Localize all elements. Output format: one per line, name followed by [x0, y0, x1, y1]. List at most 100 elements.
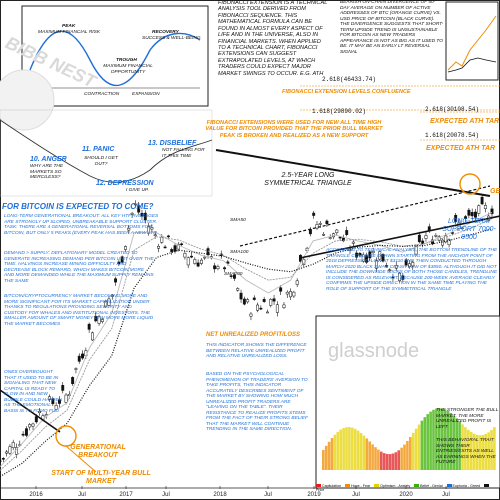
price-candles [0, 195, 494, 464]
stage-depression: 12. DEPRESSION [96, 180, 154, 187]
candle [295, 280, 299, 285]
candle [480, 196, 484, 205]
inset-peak: PEAK [62, 24, 76, 29]
nupl-bar [420, 420, 424, 470]
candle [186, 257, 190, 266]
inset-peak-sub: MAXIMUM FINANCIAL RISK [38, 30, 101, 35]
candle [272, 298, 276, 302]
x-tick-label: 2017 [119, 492, 133, 498]
triangle-upper-trendline [215, 149, 491, 197]
candle [104, 300, 108, 308]
candle [226, 261, 230, 264]
logo-badge [0, 69, 55, 131]
x-tick-label: Jul [264, 492, 272, 498]
behavioral-text: THIS BEHAVIORAL TRAIT SHOWS THEIR ENTRIE… [436, 438, 496, 466]
x-tick-label: Jul [78, 492, 86, 498]
candle [163, 246, 167, 249]
nupl-bar [449, 413, 453, 470]
candle [404, 259, 408, 266]
nupl-bar [380, 451, 383, 470]
nupl-bar [455, 418, 458, 470]
nupl-bar [394, 452, 398, 470]
candle [239, 292, 243, 300]
candle [38, 411, 42, 414]
nupl-bar [452, 415, 456, 470]
candle [454, 214, 458, 222]
inset-recovery: RECOVERY [152, 30, 179, 35]
nupl-bar [484, 434, 487, 470]
triangle-trendline-text: ACCORDING TO TECHNICAL ANALYSIS, THE BOT… [326, 248, 498, 292]
crypto-market-text: BITCOIN/CRYPTOCURRENCY MARKET BECOMING M… [4, 294, 154, 327]
candle [374, 260, 378, 269]
candle [143, 212, 147, 221]
candle [223, 267, 226, 270]
candle [384, 265, 388, 267]
candle [24, 428, 28, 436]
inset-expansion: EXPANSION [132, 92, 160, 97]
generational-breakout-label: GENERATIONAL BREAKOUT [70, 444, 126, 460]
overbought-text: ONES OVERBOUGHT THAT IT USED TO BE IN SI… [4, 370, 63, 414]
candle [256, 304, 260, 311]
bearish-divergence-text: BEARISH ON-CHAIN DIVERGENCE OF 50-DAY AV… [340, 0, 444, 55]
active-address-line [447, 15, 497, 71]
candle [259, 307, 263, 310]
nupl-header: NET UNREALIZED PROFIT/LOSS [206, 332, 301, 338]
nupl-bar [322, 450, 325, 470]
nupl-legend: Capitulation Hope - Fear Optimism - Anxiet… [316, 484, 500, 492]
nupl-bar [327, 441, 331, 470]
glassnode-watermark: glassnode [328, 340, 420, 362]
minichart-box [445, 1, 499, 81]
nupl-bar [388, 454, 392, 470]
nupl-bar [353, 428, 357, 470]
nupl-bar [345, 427, 348, 470]
candle [414, 246, 418, 255]
nupl-bar [400, 447, 403, 470]
candle [444, 235, 448, 243]
candle [401, 275, 405, 280]
nupl-legend-item: Capitulation [316, 484, 341, 488]
candle [51, 398, 55, 405]
nupl-more: BASED ON THE PSYCHOLOGICAL PHENOMENON OF… [206, 372, 308, 433]
candle [467, 209, 471, 216]
x-tick-label: 2020 [399, 492, 413, 498]
candle [94, 315, 98, 322]
nupl-panel [315, 315, 500, 489]
candle [54, 405, 58, 410]
question-header: FOR BITCOIN IS EXPECTED TO COME? [2, 202, 154, 211]
candle [0, 460, 2, 462]
active-address-minichart [445, 1, 499, 81]
candle [1, 458, 5, 460]
candle [120, 256, 124, 263]
candle [173, 245, 177, 252]
nupl-bar [443, 409, 447, 470]
nupl-bar [397, 450, 400, 470]
candle [460, 227, 464, 230]
breakout-trendline [0, 389, 61, 433]
candle [351, 241, 355, 244]
candle [8, 446, 12, 454]
fib-intro-text: FIBONACCI EXTENSION IS A TECHNICAL ANALY… [218, 0, 328, 77]
inset-trough: TROUGH [116, 58, 137, 63]
nupl-bar [371, 444, 374, 470]
candle [252, 297, 256, 300]
candle [229, 275, 233, 277]
nupl-bar [348, 427, 351, 470]
nupl-bar [493, 427, 496, 470]
expected-ath-target-2: EXPECTED ATH TAR [426, 145, 496, 152]
candle [371, 250, 375, 254]
candle [417, 234, 421, 243]
candle [140, 212, 144, 217]
candle [31, 423, 35, 427]
nupl-desc: THIS INDICATOR SHOWS THE DIFFERENCE BETW… [206, 343, 307, 360]
nupl-bar [426, 414, 429, 470]
fib-level-label-3: 2.618(30108.54) [425, 106, 480, 113]
emotion-cycle-curve [29, 30, 201, 87]
candle [153, 234, 157, 237]
multi-year-bull-label: START OF MULTI-YEAR BULL MARKET [51, 470, 151, 486]
candle [157, 246, 160, 249]
stage-panic: 11. PANIC [82, 146, 115, 153]
fib-confluence-label: FIBONACCI EXTENSION LEVELS CONFLUENCE [282, 89, 411, 95]
nupl-bar [487, 432, 490, 470]
fib-level-label-1: 2.618(46433.74) [322, 76, 377, 83]
